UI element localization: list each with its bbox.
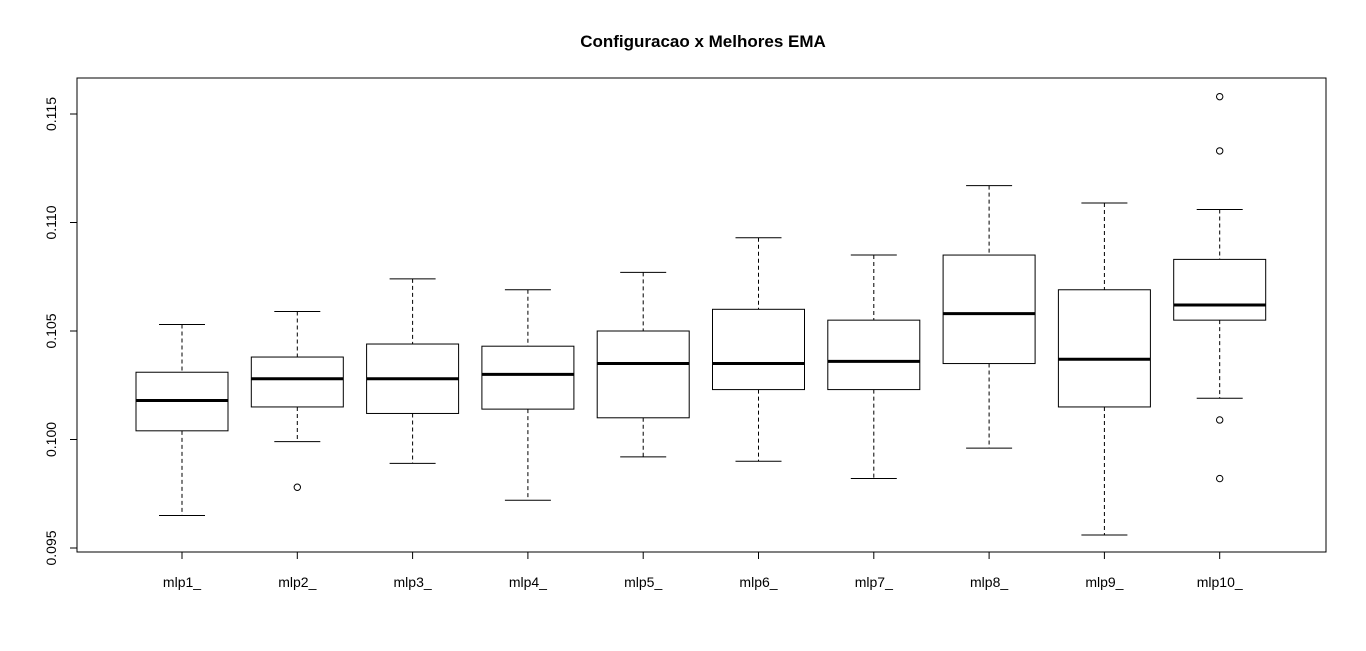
x-tick-label: mlp8_ bbox=[970, 574, 1008, 590]
box-mlp8_ bbox=[942, 185, 1036, 449]
x-tick-label: mlp10_ bbox=[1197, 574, 1243, 590]
y-tick-label: 0.095 bbox=[43, 530, 59, 565]
outlier-point bbox=[1216, 474, 1224, 483]
y-tick-label: 0.105 bbox=[43, 313, 59, 348]
box-iqr bbox=[481, 345, 575, 410]
y-tick-label: 0.110 bbox=[43, 205, 59, 239]
box-mlp2_ bbox=[250, 310, 344, 491]
outlier-point bbox=[293, 483, 301, 491]
outlier-point bbox=[1216, 92, 1224, 101]
box-iqr bbox=[827, 319, 921, 391]
box-mlp1_ bbox=[135, 323, 229, 516]
x-tick-label: mlp5_ bbox=[624, 574, 662, 590]
box-iqr bbox=[712, 308, 805, 391]
box-mlp5_ bbox=[596, 271, 690, 458]
box-iqr bbox=[596, 330, 690, 419]
outlier-point bbox=[1216, 416, 1224, 424]
x-tick-label: mlp3_ bbox=[394, 574, 432, 590]
x-tick-label: mlp1_ bbox=[163, 574, 201, 590]
y-tick-label: 0.115 bbox=[43, 97, 59, 131]
x-tick-label: mlp9_ bbox=[1085, 574, 1123, 590]
box-mlp9_ bbox=[1057, 202, 1151, 536]
x-tick-label: mlp6_ bbox=[739, 574, 777, 590]
box-iqr bbox=[1057, 289, 1151, 408]
x-tick-label: mlp4_ bbox=[509, 574, 547, 590]
box-mlp7_ bbox=[827, 254, 921, 480]
box-mlp3_ bbox=[366, 278, 460, 464]
box-mlp6_ bbox=[712, 237, 805, 462]
x-tick-label: mlp2_ bbox=[278, 574, 316, 590]
box-iqr bbox=[1173, 258, 1267, 321]
outlier-point bbox=[1216, 147, 1224, 155]
x-tick-label: mlp7_ bbox=[855, 574, 893, 590]
y-tick-label: 0.100 bbox=[43, 422, 59, 457]
x-axis: mlp1_ mlp2_ mlp3_ mlp4_ mlp5_ mlp6_ mlp7_ mlp8_… bbox=[163, 551, 1243, 590]
boxes bbox=[135, 92, 1267, 536]
box-iqr bbox=[250, 356, 344, 408]
box-mlp4_ bbox=[481, 289, 575, 501]
box-iqr bbox=[942, 254, 1036, 365]
chart-title: Configuracao x Melhores EMA bbox=[580, 32, 826, 51]
y-axis: 0.095 0.100 0.105 0.110 0.115 bbox=[43, 97, 78, 566]
box-mlp10_ bbox=[1173, 92, 1267, 483]
